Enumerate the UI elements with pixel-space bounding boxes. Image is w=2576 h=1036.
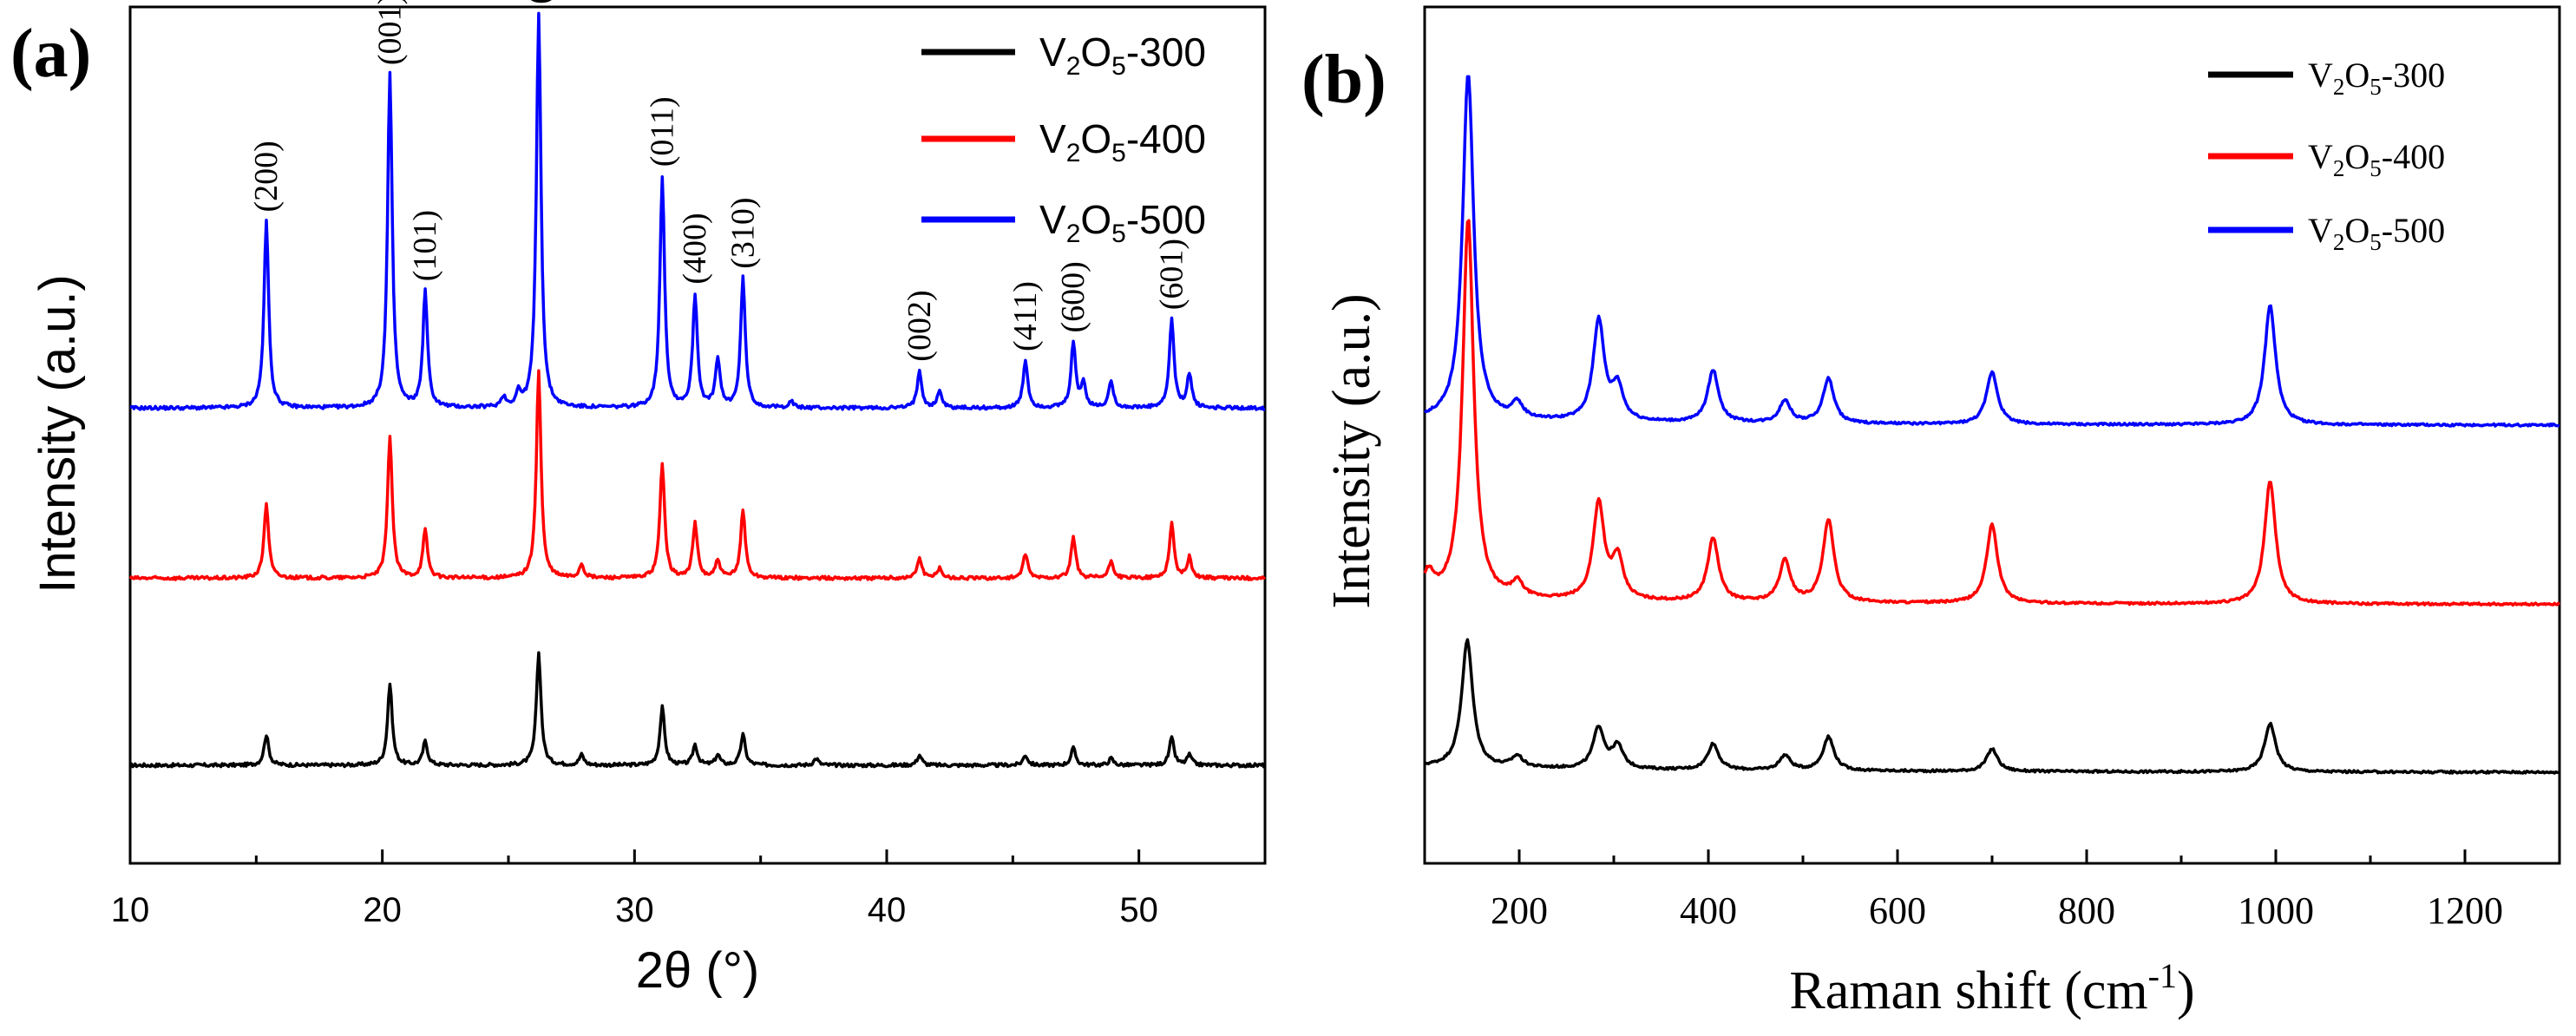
panel-a: (a) 10 20 30 40 50 (200) (001) (101) (110) (011)… (10, 0, 1267, 999)
series-V2O5-500-line (129, 11, 1266, 411)
panel-a-xlabel: 2θ (°) (636, 942, 759, 999)
x-tick-label: 600 (1869, 889, 1926, 932)
x-tick-label: 30 (615, 891, 654, 929)
x-tick-label: 400 (1680, 889, 1737, 932)
panel-b: (b) 200 400 600 800 1000 1200 Raman shift (cm… (1301, 5, 2561, 1020)
series-V2O5-300-line (129, 651, 1267, 769)
panel-a-peak-annotations: (200) (001) (101) (110) (011) (400) (310) (002)… (248, 0, 1190, 362)
panel-a-frame (128, 5, 1267, 865)
panel-a-ticks: 10 20 30 40 50 (111, 849, 1267, 929)
peak-annotation: (001) (371, 0, 408, 65)
series-V2O5-300-line (1423, 638, 2560, 775)
peak-annotation: (002) (901, 290, 938, 361)
peak-annotation: (600) (1055, 261, 1091, 332)
series-V2O5-400-line (128, 369, 1266, 581)
panel-a-ylabel: Intensity (a.u.) (29, 274, 86, 593)
peak-annotation: (101) (407, 210, 443, 281)
panel-b-ticks: 200 400 600 800 1000 1200 (1423, 849, 2561, 932)
peak-annotation: (110) (521, 0, 557, 4)
peak-annotation: (011) (644, 96, 680, 167)
x-tick-label: 1200 (2427, 889, 2503, 932)
peak-annotation: (200) (248, 141, 285, 212)
panel-a-legend: V2O5-300 V2O5-400 V2O5-500 (921, 30, 1206, 248)
legend-a-label-400: V2O5-400 (1039, 116, 1206, 167)
panel-b-label: (b) (1301, 42, 1386, 118)
peak-annotation: (411) (1007, 281, 1044, 351)
panel-b-ylabel: Intensity (a.u.) (1322, 293, 1381, 608)
panel-b-legend: V2O5-300 V2O5-400 V2O5-500 (2208, 56, 2445, 255)
legend-b-label-400: V2O5-400 (2308, 137, 2445, 181)
x-tick-label: 40 (868, 891, 907, 929)
x-tick-label: 800 (2058, 889, 2115, 932)
x-tick-label: 1000 (2238, 889, 2314, 932)
x-tick-label: 10 (111, 891, 150, 929)
series-V2O5-500-line (1423, 75, 2560, 428)
peak-annotation: (400) (677, 213, 713, 284)
panel-a-label: (a) (10, 16, 91, 92)
panel-b-traces (1423, 75, 2561, 775)
legend-a-label-300: V2O5-300 (1039, 30, 1206, 81)
panel-a-traces (128, 11, 1267, 769)
x-tick-label: 200 (1491, 889, 1548, 932)
peak-annotation: (601) (1154, 239, 1190, 310)
peak-annotation: (310) (724, 197, 761, 268)
legend-a-label-500: V2O5-500 (1039, 197, 1206, 248)
series-V2O5-400-line (1423, 219, 2561, 607)
legend-b-label-300: V2O5-300 (2308, 56, 2445, 100)
x-tick-label: 20 (363, 891, 402, 929)
panel-b-xlabel: Raman shift (cm-1) (1789, 956, 2194, 1020)
x-tick-label: 50 (1119, 891, 1158, 929)
legend-b-label-500: V2O5-500 (2308, 211, 2445, 255)
